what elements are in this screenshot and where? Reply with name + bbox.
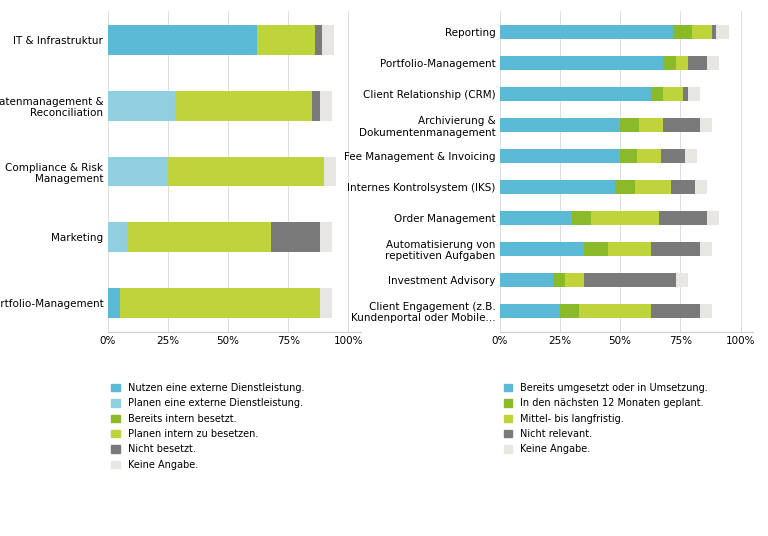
Bar xyxy=(676,56,687,70)
Bar xyxy=(651,304,700,318)
Bar xyxy=(500,25,673,39)
Bar xyxy=(500,304,560,318)
Bar xyxy=(319,222,332,252)
Bar xyxy=(634,180,670,194)
Bar xyxy=(500,118,620,132)
Bar xyxy=(664,56,676,70)
Bar xyxy=(108,25,257,55)
Bar xyxy=(584,242,608,256)
Bar xyxy=(500,87,651,101)
Bar xyxy=(175,91,313,121)
Bar xyxy=(500,211,572,225)
Bar xyxy=(717,25,729,39)
Bar xyxy=(700,304,712,318)
Bar xyxy=(319,91,332,121)
Bar xyxy=(651,242,700,256)
Bar xyxy=(315,25,322,55)
Bar xyxy=(553,273,564,287)
Bar xyxy=(661,149,685,163)
Bar xyxy=(664,118,700,132)
Bar xyxy=(500,273,553,287)
Bar xyxy=(707,56,719,70)
Bar xyxy=(108,91,175,121)
Bar xyxy=(664,87,683,101)
Bar xyxy=(620,118,640,132)
Bar xyxy=(615,180,634,194)
Bar xyxy=(579,304,651,318)
Bar xyxy=(500,180,615,194)
Bar xyxy=(167,157,324,187)
Bar xyxy=(659,211,707,225)
Bar xyxy=(584,273,676,287)
Bar xyxy=(108,157,167,187)
Bar xyxy=(695,180,707,194)
Bar xyxy=(685,149,697,163)
Bar xyxy=(319,288,332,318)
Bar xyxy=(676,273,687,287)
Bar xyxy=(670,180,695,194)
Bar xyxy=(127,222,271,252)
Bar xyxy=(564,273,584,287)
Bar xyxy=(608,242,651,256)
Bar xyxy=(322,25,334,55)
Bar xyxy=(687,87,700,101)
Bar xyxy=(687,56,707,70)
Bar xyxy=(120,288,319,318)
Bar xyxy=(257,25,315,55)
Bar xyxy=(271,222,319,252)
Bar xyxy=(712,25,717,39)
Bar xyxy=(108,222,127,252)
Bar xyxy=(700,118,712,132)
Bar xyxy=(108,288,120,318)
Bar xyxy=(707,211,719,225)
Bar xyxy=(324,157,336,187)
Bar xyxy=(500,242,584,256)
Bar xyxy=(500,149,620,163)
Bar xyxy=(693,25,712,39)
Bar xyxy=(637,149,661,163)
Bar xyxy=(640,118,664,132)
Bar xyxy=(313,91,319,121)
Bar xyxy=(572,211,591,225)
Bar xyxy=(560,304,579,318)
Legend: Nutzen eine externe Dienstleistung., Planen eine externe Dienstleistung., Bereit: Nutzen eine externe Dienstleistung., Pla… xyxy=(108,379,308,474)
Bar xyxy=(700,242,712,256)
Bar xyxy=(683,87,687,101)
Legend: Bereits umgesetzt oder in Umsetzung., In den nächsten 12 Monaten geplant., Mitte: Bereits umgesetzt oder in Umsetzung., In… xyxy=(500,379,712,458)
Bar xyxy=(651,87,664,101)
Bar xyxy=(500,56,664,70)
Bar xyxy=(673,25,693,39)
Bar xyxy=(591,211,659,225)
Bar xyxy=(620,149,637,163)
